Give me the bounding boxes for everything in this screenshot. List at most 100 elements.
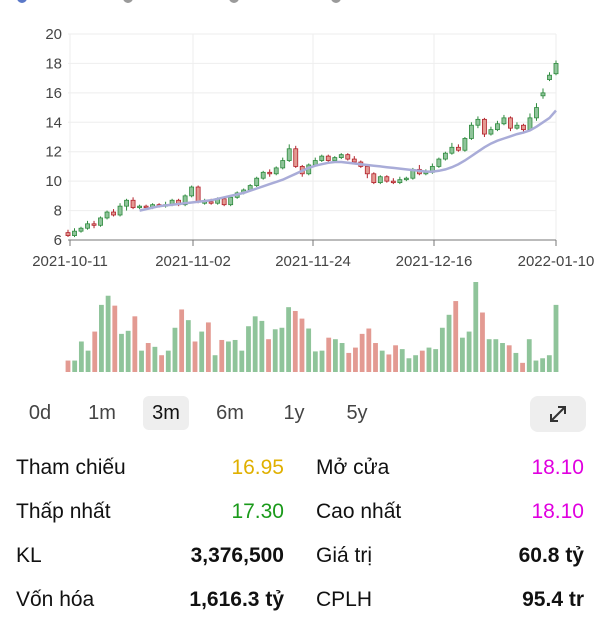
volume-bar: [272, 329, 278, 372]
candle-body: [332, 157, 338, 161]
x-tick-label: 2021-12-16: [396, 253, 473, 270]
y-tick-label: 10: [45, 173, 62, 190]
stats-row: KL 3,376,500 Giá trị 60.8 tỷ: [0, 536, 600, 576]
volume-bar: [466, 331, 472, 372]
volume-bar: [152, 346, 158, 372]
chart-grid: [68, 33, 557, 246]
top-legend-strip: [17, 0, 341, 3]
y-tick-label: 8: [54, 203, 62, 220]
candle-body: [553, 63, 559, 75]
mo-cua-value: 18.10: [531, 456, 584, 479]
volume-bar: [105, 295, 111, 372]
candle-body: [195, 186, 201, 203]
range-5y-button[interactable]: 5y: [346, 402, 368, 424]
volume-bar: [219, 339, 225, 372]
volume-bar: [145, 343, 151, 372]
tham-chieu-label: Tham chiếu: [16, 456, 126, 479]
candle-body: [527, 117, 533, 131]
stats-row: Vốn hóa 1,616.3 tỷ CPLH 95.4 tr: [0, 580, 600, 620]
volume-bar: [119, 333, 124, 372]
cao-nhat-value: 18.10: [531, 500, 584, 523]
volume-bar: [65, 360, 71, 372]
volume-bar: [252, 316, 258, 372]
volume-bar: [500, 343, 505, 372]
volume-bar: [439, 327, 445, 372]
volume-bar: [413, 355, 419, 372]
x-tick-label: 2021-11-02: [155, 253, 231, 270]
candle-body: [390, 180, 396, 184]
candle-body: [273, 167, 279, 175]
volume-bar: [460, 337, 465, 372]
cplh-label: CPLH: [316, 588, 373, 611]
volume-bar: [239, 350, 245, 372]
expand-chart-button[interactable]: [530, 396, 586, 432]
candle-body: [104, 211, 110, 219]
candle-body: [547, 74, 552, 81]
volume-bar: [125, 330, 131, 372]
candle-body: [78, 227, 84, 232]
volume-bar: [446, 314, 452, 372]
volume-bar: [353, 347, 358, 372]
candle-body: [501, 117, 507, 125]
volume-bar: [279, 327, 285, 372]
volume-bar: [553, 304, 559, 372]
candle-body: [403, 177, 409, 181]
mo-cua-label: Mở cửa: [316, 456, 390, 479]
volume-bar: [433, 349, 439, 372]
range-6m-button[interactable]: 6m: [216, 402, 244, 424]
candle-body: [117, 205, 123, 216]
legend-dot-icon: [123, 0, 133, 3]
moving-average-line: [139, 109, 557, 212]
candle-body: [468, 124, 474, 139]
x-tick-label: 2022-01-10: [518, 253, 595, 270]
volume-bar: [520, 362, 525, 372]
volume-bar: [226, 341, 231, 372]
volume-bar: [419, 350, 425, 372]
volume-bar: [299, 318, 305, 372]
range-0d-button[interactable]: 0d: [28, 402, 52, 424]
volume-bar: [232, 339, 238, 372]
legend-dot-icon: [229, 0, 239, 3]
range-1y-button[interactable]: 1y: [283, 402, 305, 424]
candle-body: [508, 117, 513, 129]
volume-bar: [259, 320, 265, 372]
candle-body: [351, 158, 357, 163]
volume-bar: [386, 354, 392, 372]
y-tick-label: 18: [45, 55, 62, 72]
candle-body: [130, 199, 136, 209]
volume-bar: [526, 339, 532, 372]
x-tick-label: 2021-11-24: [275, 253, 351, 270]
volume-bar: [373, 343, 378, 372]
volume-bar: [366, 328, 372, 372]
candle-body: [514, 124, 520, 129]
candle-body: [338, 154, 344, 159]
volume-bar: [78, 341, 84, 372]
candle-body: [280, 160, 286, 169]
range-1m-button[interactable]: 1m: [88, 402, 116, 424]
candle-body: [449, 146, 455, 154]
volume-bar: [493, 339, 499, 372]
volume-bar: [406, 358, 412, 372]
candle-body: [65, 232, 71, 236]
y-tick-label: 20: [45, 26, 62, 43]
thap-nhat-value: 17.30: [231, 500, 284, 523]
candle-body: [384, 176, 390, 182]
volume-bar: [379, 350, 385, 372]
volume-bar: [306, 328, 312, 372]
candle-body: [455, 146, 461, 151]
volume-bar: [246, 326, 251, 372]
candle-body: [189, 186, 195, 197]
candle-body: [286, 148, 292, 161]
candle-body: [293, 148, 299, 167]
cao-nhat-label: Cao nhất: [316, 500, 402, 523]
tham-chieu-value: 16.95: [231, 456, 284, 479]
candle-body: [345, 154, 351, 160]
y-tick-label: 14: [45, 114, 62, 131]
candle-body: [72, 230, 77, 236]
range-3m-button[interactable]: 3m: [143, 396, 189, 430]
candle-body: [482, 118, 487, 135]
volume-bar: [212, 355, 218, 372]
expand-icon: [550, 406, 566, 422]
volume-bar: [326, 337, 332, 372]
